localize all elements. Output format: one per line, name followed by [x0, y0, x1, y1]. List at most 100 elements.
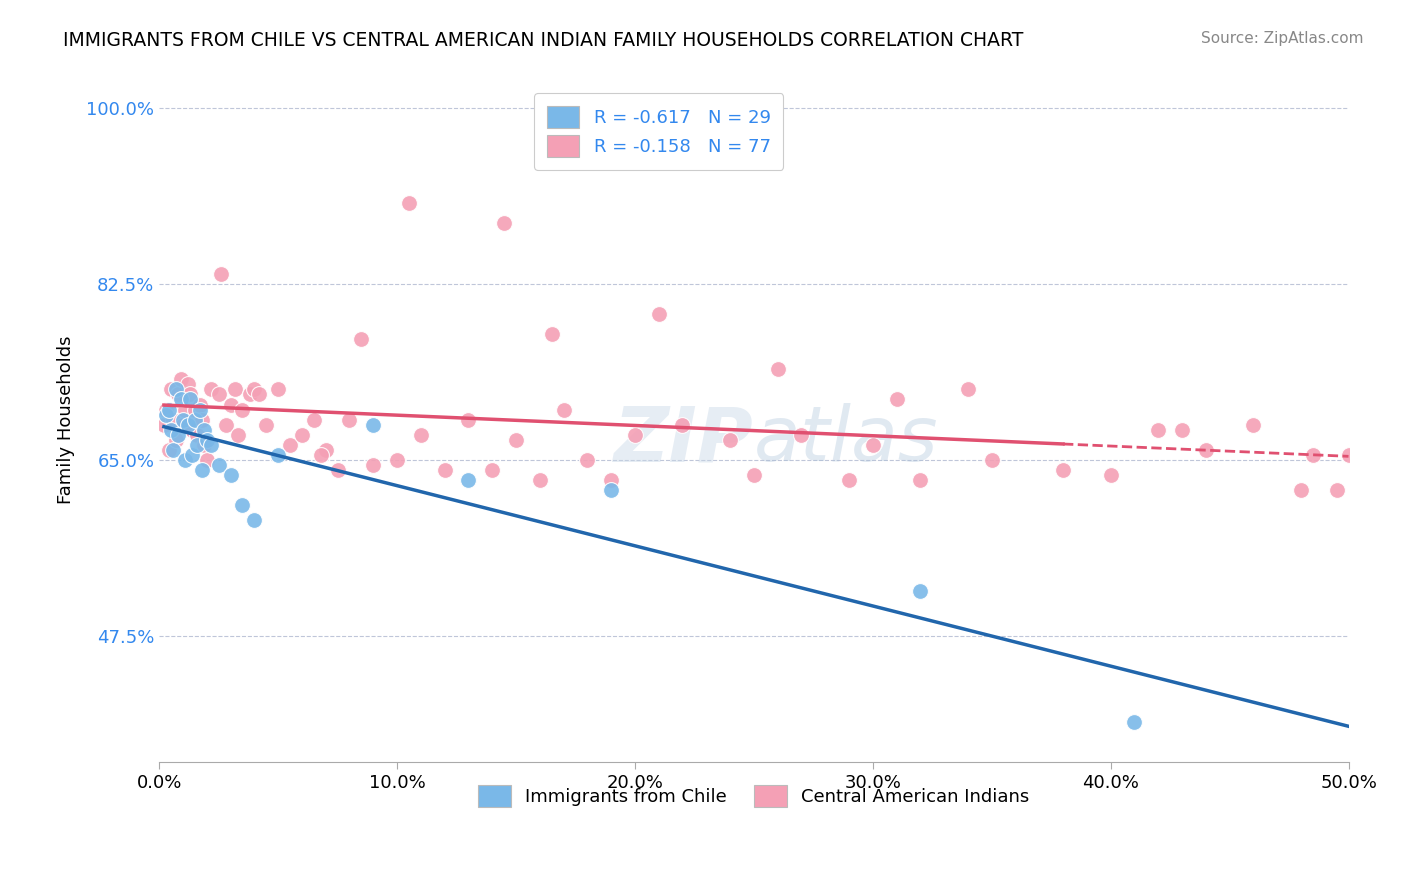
Point: [326, 463, 349, 477]
Point: [169, 372, 191, 386]
Point: [243, 513, 266, 527]
Point: [195, 433, 218, 447]
Point: [505, 433, 527, 447]
Point: [165, 383, 187, 397]
Point: [226, 427, 249, 442]
Point: [172, 412, 194, 426]
Point: [155, 402, 177, 417]
Point: [160, 423, 183, 437]
Point: [600, 483, 623, 497]
Point: [1099, 467, 1122, 482]
Text: IMMIGRANTS FROM CHILE VS CENTRAL AMERICAN INDIAN FAMILY HOUSEHOLDS CORRELATION C: IMMIGRANTS FROM CHILE VS CENTRAL AMERICA…: [63, 31, 1024, 50]
Point: [181, 423, 204, 437]
Point: [494, 216, 516, 230]
Point: [956, 383, 979, 397]
Point: [243, 383, 266, 397]
Point: [315, 442, 337, 457]
Point: [838, 473, 860, 487]
Point: [1241, 417, 1264, 432]
Point: [742, 467, 765, 482]
Point: [1123, 714, 1146, 729]
Point: [200, 438, 222, 452]
Point: [157, 442, 180, 457]
Point: [219, 397, 242, 411]
Point: [409, 427, 432, 442]
Point: [167, 387, 190, 401]
Point: [162, 412, 184, 426]
Point: [193, 423, 215, 437]
Point: [169, 392, 191, 407]
Point: [181, 448, 204, 462]
Point: [176, 377, 198, 392]
Point: [267, 383, 290, 397]
Point: [553, 402, 575, 417]
Point: [790, 427, 813, 442]
Point: [1302, 448, 1324, 462]
Point: [910, 583, 932, 598]
Point: [766, 362, 789, 376]
Text: ZIP: ZIP: [614, 403, 754, 477]
Point: [433, 463, 456, 477]
Text: atlas: atlas: [754, 403, 938, 477]
Point: [174, 453, 197, 467]
Point: [176, 417, 198, 432]
Point: [186, 427, 208, 442]
Point: [1195, 442, 1218, 457]
Point: [247, 387, 270, 401]
Text: Source: ZipAtlas.com: Source: ZipAtlas.com: [1201, 31, 1364, 46]
Point: [179, 392, 201, 407]
Point: [238, 387, 260, 401]
Point: [1171, 423, 1194, 437]
Point: [385, 453, 408, 467]
Point: [184, 402, 207, 417]
Point: [398, 196, 420, 211]
Point: [647, 307, 669, 321]
Point: [457, 412, 479, 426]
Point: [862, 438, 884, 452]
Point: [481, 463, 503, 477]
Point: [207, 458, 229, 472]
Point: [172, 417, 194, 432]
Point: [186, 438, 208, 452]
Point: [160, 383, 183, 397]
Point: [195, 453, 218, 467]
Point: [291, 427, 314, 442]
Point: [215, 417, 238, 432]
Point: [191, 412, 214, 426]
Point: [207, 387, 229, 401]
Point: [153, 417, 176, 432]
Point: [231, 498, 253, 512]
Point: [1052, 463, 1074, 477]
Point: [980, 453, 1002, 467]
Point: [576, 453, 599, 467]
Point: [1326, 483, 1348, 497]
Point: [361, 417, 384, 432]
Point: [200, 383, 222, 397]
Point: [350, 332, 373, 346]
Point: [254, 417, 277, 432]
Point: [910, 473, 932, 487]
Point: [1337, 448, 1360, 462]
Point: [224, 383, 246, 397]
Legend: Immigrants from Chile, Central American Indians: Immigrants from Chile, Central American …: [471, 778, 1036, 814]
Point: [155, 408, 177, 422]
Point: [188, 397, 211, 411]
Point: [167, 427, 190, 442]
Y-axis label: Family Households: Family Households: [58, 335, 75, 504]
Point: [529, 473, 551, 487]
Point: [184, 412, 207, 426]
Point: [624, 427, 647, 442]
Point: [179, 387, 201, 401]
Point: [209, 267, 232, 281]
Point: [309, 448, 332, 462]
Point: [457, 473, 479, 487]
Point: [302, 412, 325, 426]
Point: [671, 417, 693, 432]
Point: [1289, 483, 1312, 497]
Point: [191, 463, 214, 477]
Point: [193, 438, 215, 452]
Point: [188, 402, 211, 417]
Point: [540, 327, 562, 342]
Point: [339, 412, 361, 426]
Point: [219, 467, 242, 482]
